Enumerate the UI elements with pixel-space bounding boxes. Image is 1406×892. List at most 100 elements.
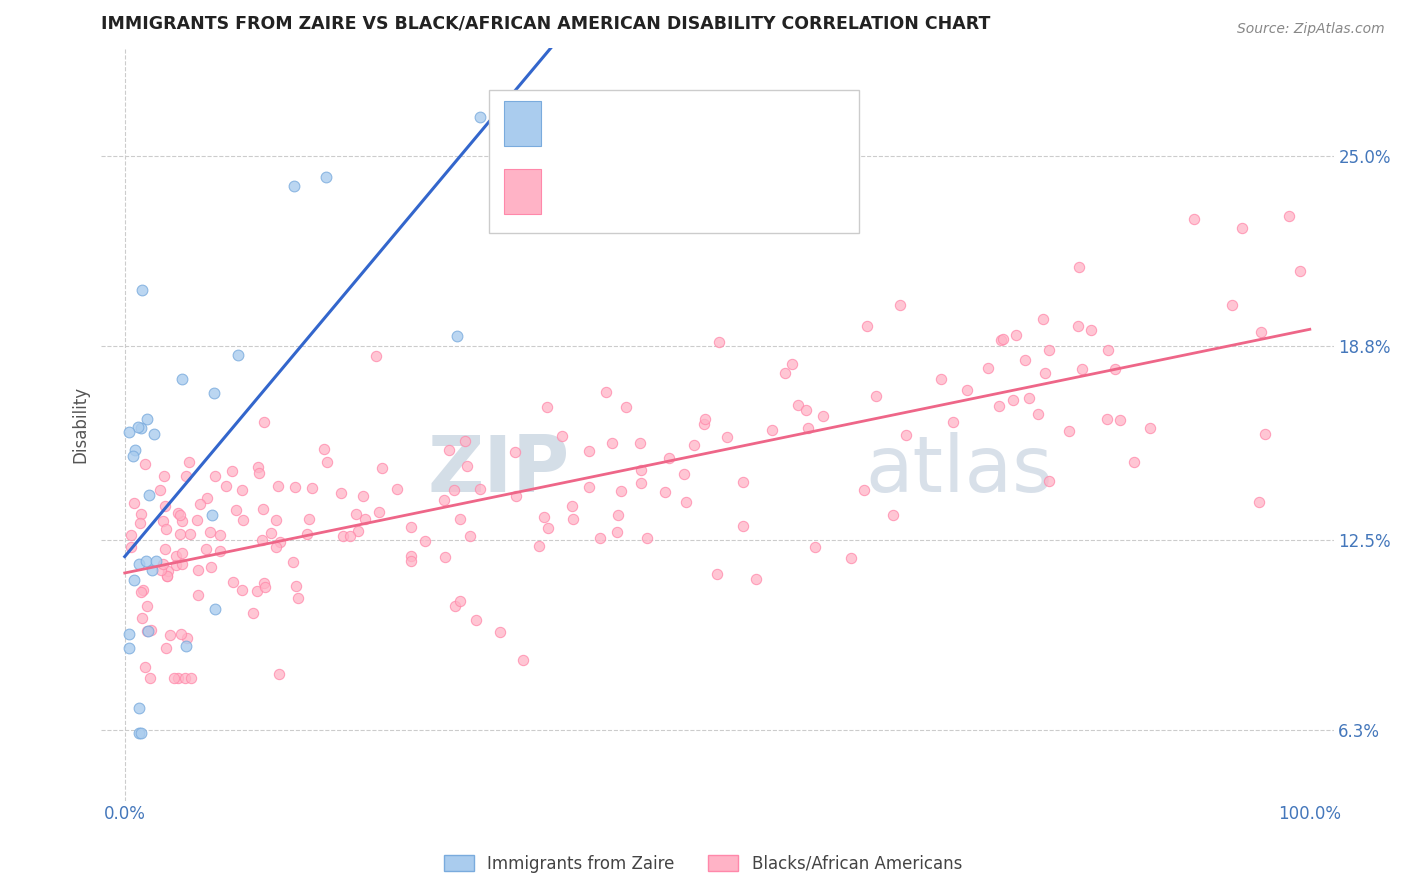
Point	[889, 298, 911, 312]
Point	[434, 550, 457, 565]
Text: N =   31: N = 31	[704, 112, 792, 130]
Point	[128, 557, 150, 571]
Point	[1104, 361, 1126, 376]
Point	[505, 489, 527, 503]
Point	[371, 461, 394, 475]
Point	[266, 479, 288, 493]
Point	[595, 385, 617, 400]
Point	[804, 541, 827, 555]
Point	[315, 170, 337, 185]
Point	[152, 469, 174, 483]
Point	[152, 557, 174, 571]
Point	[1032, 311, 1054, 326]
Point	[1059, 424, 1081, 438]
Point	[977, 361, 1000, 376]
Point	[149, 483, 172, 497]
Point	[172, 372, 194, 386]
Point	[551, 429, 574, 443]
Point	[128, 701, 150, 715]
Point	[131, 611, 153, 625]
Point	[780, 357, 803, 371]
Point	[894, 428, 917, 442]
Point	[368, 505, 391, 519]
Point	[134, 660, 156, 674]
Point	[956, 384, 979, 398]
Point	[204, 602, 226, 616]
Point	[654, 484, 676, 499]
FancyBboxPatch shape	[505, 169, 541, 214]
Point	[811, 409, 834, 423]
Point	[456, 459, 478, 474]
Point	[468, 482, 491, 496]
Point	[1288, 264, 1310, 278]
Point	[465, 613, 488, 627]
Point	[693, 411, 716, 425]
Point	[993, 332, 1015, 346]
Point	[295, 526, 318, 541]
Point	[129, 421, 152, 435]
Point	[165, 558, 187, 572]
Point	[195, 491, 218, 505]
Point	[231, 583, 253, 598]
Point	[136, 624, 159, 639]
Point	[118, 627, 141, 641]
Point	[1182, 211, 1205, 226]
Point	[139, 623, 162, 637]
Point	[128, 516, 150, 530]
Point	[228, 348, 250, 362]
Point	[260, 526, 283, 541]
Point	[537, 520, 560, 534]
Point	[167, 506, 190, 520]
Text: ZIP: ZIP	[427, 432, 569, 508]
Point	[215, 479, 238, 493]
Point	[607, 508, 630, 522]
Point	[152, 514, 174, 528]
Point	[156, 564, 179, 578]
Point	[773, 366, 796, 380]
Point	[606, 525, 628, 540]
Point	[733, 475, 755, 489]
Point	[284, 480, 307, 494]
Point	[385, 482, 408, 496]
Point	[316, 455, 339, 469]
Point	[170, 514, 193, 528]
Point	[135, 554, 157, 568]
Point	[1026, 408, 1049, 422]
Point	[453, 434, 475, 448]
Point	[135, 599, 157, 613]
Point	[988, 399, 1011, 413]
Text: atlas: atlas	[865, 432, 1053, 508]
Point	[118, 425, 141, 440]
Point	[458, 529, 481, 543]
Point	[1109, 413, 1132, 427]
Point	[706, 567, 728, 582]
Point	[180, 671, 202, 685]
Point	[242, 607, 264, 621]
Point	[298, 512, 321, 526]
Point	[246, 583, 269, 598]
Point	[1278, 209, 1301, 223]
Point	[865, 388, 887, 402]
Point	[329, 485, 352, 500]
Point	[155, 640, 177, 655]
Point	[170, 558, 193, 572]
Point	[1038, 474, 1060, 488]
Point	[1067, 319, 1090, 334]
Point	[797, 421, 820, 435]
Point	[200, 560, 222, 574]
Point	[675, 495, 697, 509]
Point	[637, 531, 659, 545]
Point	[156, 569, 179, 583]
Point	[562, 512, 585, 526]
Point	[693, 417, 716, 432]
Point	[135, 411, 157, 425]
Point	[731, 518, 754, 533]
Point	[990, 333, 1012, 347]
Point	[578, 480, 600, 494]
Point	[221, 464, 243, 478]
Point	[332, 529, 354, 543]
Point	[433, 493, 456, 508]
Point	[449, 594, 471, 608]
Point	[589, 531, 612, 545]
Point	[170, 627, 193, 641]
